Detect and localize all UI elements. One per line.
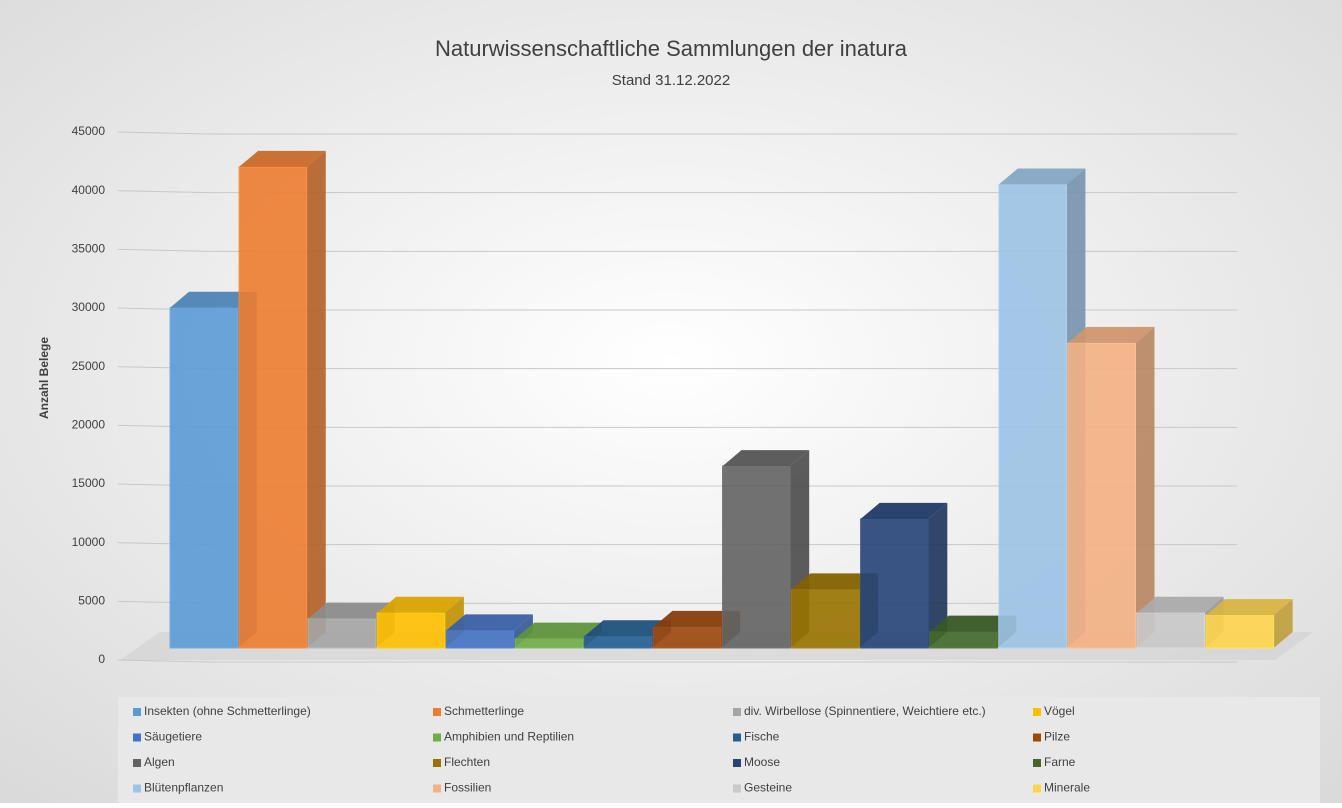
- legend-label: Algen: [144, 755, 175, 769]
- bar: [376, 612, 446, 649]
- legend-label: Moose: [744, 755, 780, 769]
- bar-top: [1136, 596, 1224, 613]
- legend-swatch: [133, 784, 141, 793]
- legend-swatch: [733, 759, 741, 767]
- bar-top: [1205, 599, 1293, 616]
- y-tick-label: 15000: [72, 476, 106, 490]
- y-tick-label: 5000: [78, 594, 105, 608]
- y-tick-label: 0: [98, 652, 105, 666]
- bar-top: [791, 573, 879, 590]
- legend-label: Fische: [744, 730, 780, 744]
- bar: [929, 631, 998, 649]
- grid-line: [117, 248, 1237, 252]
- legend-label: Flechten: [444, 755, 490, 769]
- legend-label: Farne: [1044, 755, 1076, 769]
- bar: [514, 638, 584, 649]
- bar-top: [860, 502, 948, 519]
- y-axis-label: Anzahl Belege: [37, 337, 51, 419]
- y-tick-label: 20000: [72, 418, 106, 432]
- bar-side: [1273, 599, 1293, 648]
- y-tick-label: 35000: [72, 242, 106, 256]
- legend-swatch: [133, 759, 141, 767]
- bar: [583, 635, 653, 649]
- legend-label: Vögel: [1044, 704, 1075, 718]
- legend-label: Amphibien und Reptilien: [444, 730, 574, 744]
- legend-swatch: [733, 784, 741, 793]
- y-tick-label: 10000: [72, 535, 106, 549]
- bar: [998, 184, 1067, 649]
- bar: [791, 588, 860, 649]
- bar: [860, 518, 929, 649]
- bar-side: [928, 502, 948, 648]
- legend-label: Insekten (ohne Schmetterlinge): [144, 704, 311, 718]
- legend-box: [118, 697, 1320, 803]
- legend-swatch: [1033, 784, 1041, 793]
- bar: [722, 465, 791, 649]
- bar: [652, 626, 722, 649]
- bar: [238, 166, 308, 649]
- bar-top: [722, 450, 810, 467]
- legend-swatch: [433, 708, 441, 716]
- legend-swatch: [1033, 733, 1041, 742]
- bar-top: [929, 615, 1017, 632]
- bar-top: [377, 596, 464, 613]
- legend-swatch: [1033, 759, 1041, 767]
- bar: [169, 307, 239, 649]
- bar-side: [306, 150, 326, 648]
- legend-swatch: [433, 784, 441, 793]
- grid-line: [117, 190, 1237, 194]
- bar-top: [998, 168, 1086, 185]
- y-tick-label: 40000: [72, 183, 106, 197]
- legend-label: Blütenpflanzen: [144, 781, 223, 795]
- chart-title: Naturwissenschaftliche Sammlungen der in…: [435, 36, 908, 61]
- bar: [1136, 612, 1206, 649]
- y-tick-label: 45000: [72, 124, 106, 138]
- legend-swatch: [733, 733, 741, 742]
- bar: [307, 618, 377, 649]
- legend-label: Fossilien: [444, 781, 491, 795]
- chart-subtitle: Stand 31.12.2022: [612, 72, 730, 89]
- legend-label: Gesteine: [744, 781, 792, 795]
- legend-swatch: [433, 759, 441, 767]
- bar-top: [170, 291, 257, 308]
- y-tick-label: 30000: [72, 300, 106, 314]
- legend-swatch: [733, 708, 741, 716]
- bar-side: [1135, 326, 1155, 648]
- bar-top: [584, 620, 672, 637]
- legend-swatch: [133, 733, 141, 742]
- legend-label: Säugetiere: [144, 730, 202, 744]
- bar-top: [308, 602, 395, 619]
- legend-label: Schmetterlinge: [444, 704, 524, 718]
- bar: [1067, 342, 1136, 649]
- bar-top: [653, 610, 741, 627]
- bar-top: [446, 614, 533, 631]
- legend-swatch: [433, 733, 441, 742]
- y-tick-label: 25000: [72, 359, 106, 373]
- grid-line: [117, 659, 1237, 663]
- bar-top: [239, 150, 326, 167]
- legend-swatch: [133, 708, 141, 716]
- bar: [445, 629, 515, 649]
- bar: [1205, 614, 1275, 649]
- bar-top: [515, 622, 602, 639]
- legend-label: div. Wirbellose (Spinnentiere, Weichtier…: [744, 704, 986, 718]
- legend-label: Minerale: [1044, 781, 1090, 795]
- bar-top: [1067, 326, 1155, 343]
- grid-line: [117, 131, 1237, 135]
- legend-label: Pilze: [1044, 730, 1070, 744]
- legend-swatch: [1033, 708, 1041, 716]
